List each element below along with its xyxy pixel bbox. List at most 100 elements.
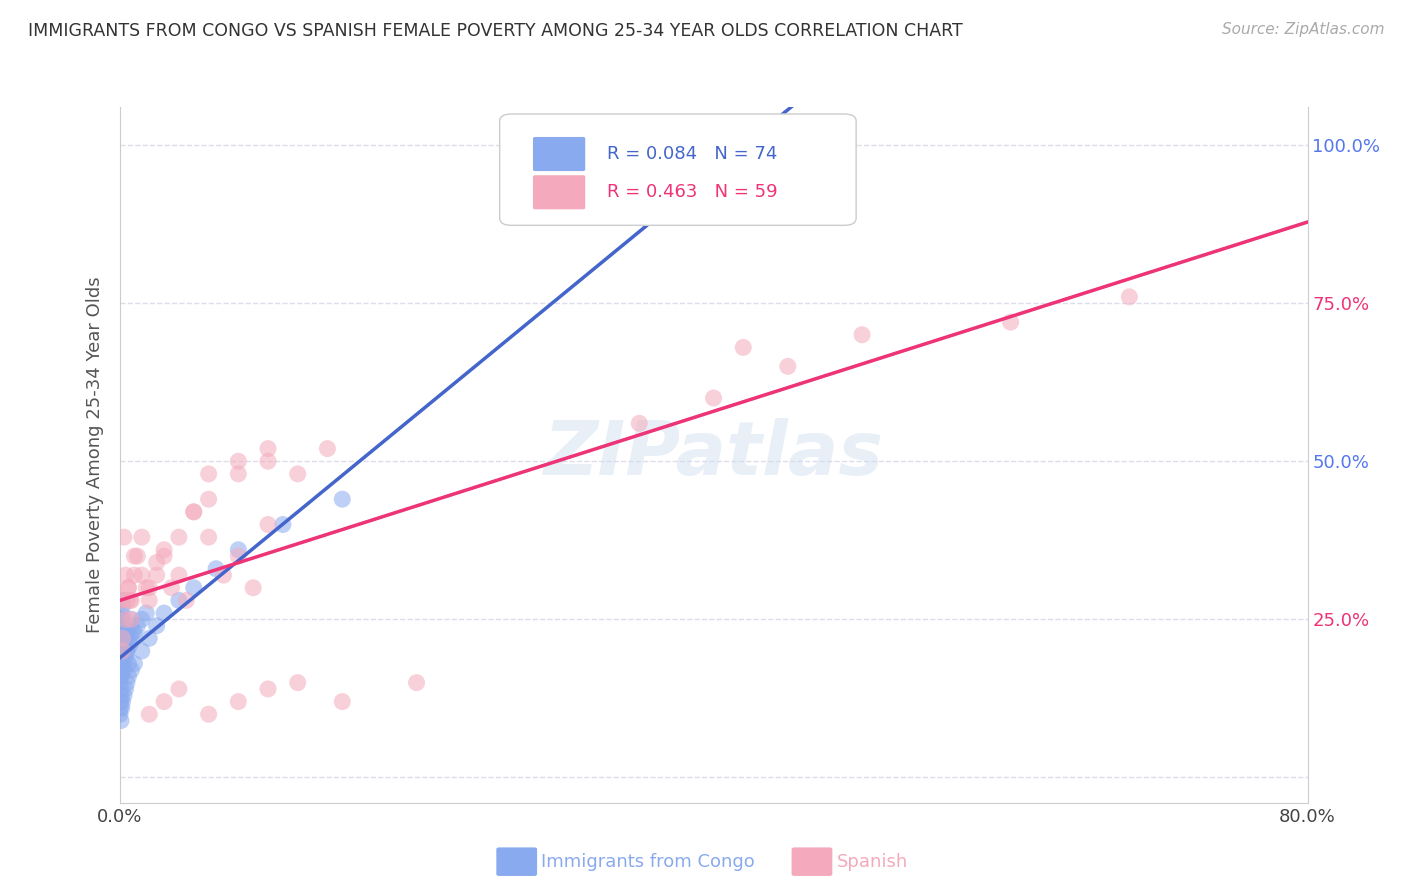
Point <box>330 695 353 709</box>
Point <box>115 644 138 658</box>
Point <box>131 568 153 582</box>
Text: R = 0.084   N = 74: R = 0.084 N = 74 <box>606 145 778 162</box>
Point <box>111 593 134 607</box>
Point <box>118 618 141 632</box>
Point <box>114 650 136 665</box>
Point <box>228 542 250 557</box>
Point <box>110 669 132 683</box>
Point <box>167 681 190 696</box>
Point <box>115 625 138 640</box>
Point <box>167 593 190 607</box>
Point <box>110 650 132 665</box>
Point <box>112 625 135 640</box>
Point <box>112 688 135 702</box>
Point <box>228 695 250 709</box>
Point <box>110 606 132 620</box>
Text: Immigrants from Congo: Immigrants from Congo <box>541 853 755 871</box>
Point <box>167 568 190 582</box>
Y-axis label: Female Poverty Among 25-34 Year Olds: Female Poverty Among 25-34 Year Olds <box>86 277 104 633</box>
Point <box>115 675 138 690</box>
Point <box>287 675 309 690</box>
Point <box>257 517 280 532</box>
Point <box>271 517 294 532</box>
Point <box>115 644 138 658</box>
Point <box>114 568 136 582</box>
Point <box>111 644 134 658</box>
Point <box>115 593 138 607</box>
Point <box>127 549 149 563</box>
Point <box>330 492 353 507</box>
Point <box>108 707 131 722</box>
Point <box>212 568 235 582</box>
Point <box>110 688 132 702</box>
Point <box>124 625 146 640</box>
Point <box>127 618 149 632</box>
Point <box>111 618 134 632</box>
Text: R = 0.463   N = 59: R = 0.463 N = 59 <box>606 183 778 201</box>
Point <box>120 612 142 626</box>
FancyBboxPatch shape <box>499 114 856 226</box>
Point <box>135 606 157 620</box>
Point <box>110 650 132 665</box>
Point <box>110 714 132 728</box>
Point <box>138 581 160 595</box>
Point <box>145 618 167 632</box>
Point <box>110 663 132 677</box>
Text: Spanish: Spanish <box>837 853 908 871</box>
Point <box>183 505 205 519</box>
Point <box>851 327 873 342</box>
Point <box>183 581 205 595</box>
Point <box>153 549 176 563</box>
Point <box>111 650 134 665</box>
Point <box>110 612 132 626</box>
Point <box>112 644 135 658</box>
Point <box>117 632 139 646</box>
Point <box>118 638 141 652</box>
Point <box>242 581 264 595</box>
Point <box>205 562 228 576</box>
Point <box>1000 315 1022 329</box>
Point <box>117 581 139 595</box>
FancyBboxPatch shape <box>533 137 585 171</box>
Point <box>108 632 131 646</box>
Point <box>110 657 132 671</box>
Point <box>628 417 651 431</box>
Point <box>117 581 139 595</box>
Point <box>287 467 309 481</box>
Point <box>114 638 136 652</box>
Point <box>257 442 280 456</box>
Point <box>110 632 132 646</box>
Point <box>111 632 134 646</box>
Point <box>316 442 339 456</box>
Point <box>108 675 131 690</box>
Point <box>138 632 160 646</box>
Point <box>111 638 134 652</box>
Point <box>120 612 142 626</box>
Point <box>160 581 183 595</box>
Point <box>176 593 198 607</box>
Point <box>110 625 132 640</box>
Point <box>124 657 146 671</box>
Point <box>167 530 190 544</box>
Point <box>733 340 755 354</box>
Point <box>110 638 132 652</box>
Point <box>145 568 167 582</box>
Point <box>110 701 132 715</box>
Point <box>120 593 142 607</box>
Point <box>110 669 132 683</box>
Point <box>257 454 280 468</box>
Point <box>110 625 132 640</box>
Point <box>776 359 799 374</box>
Point <box>111 612 134 626</box>
Point <box>257 681 280 696</box>
Point <box>117 669 139 683</box>
Point <box>114 632 136 646</box>
Point <box>112 663 135 677</box>
Point <box>153 695 176 709</box>
Text: ZIPatlas: ZIPatlas <box>544 418 883 491</box>
Point <box>114 681 136 696</box>
Point <box>138 593 160 607</box>
Point <box>110 618 132 632</box>
Point <box>197 492 219 507</box>
Point <box>405 675 427 690</box>
